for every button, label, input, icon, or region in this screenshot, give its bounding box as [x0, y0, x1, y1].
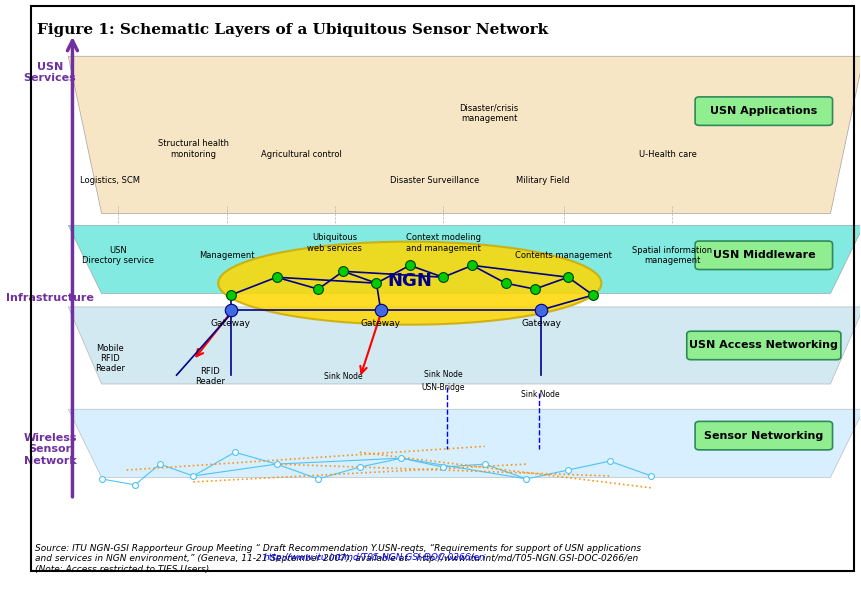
Text: Gateway: Gateway [522, 319, 561, 328]
Text: Contents management: Contents management [516, 251, 612, 260]
Text: USN
Services: USN Services [23, 62, 77, 83]
Point [535, 305, 548, 315]
Point [337, 266, 350, 276]
Point [437, 272, 450, 282]
Point [312, 284, 325, 294]
Point [478, 460, 492, 469]
Point [228, 448, 242, 457]
Polygon shape [68, 307, 861, 384]
Point [403, 260, 417, 270]
Text: USN Access Networking: USN Access Networking [690, 340, 839, 350]
Point [561, 272, 575, 282]
Text: NGN: NGN [387, 272, 432, 290]
Text: Sink Node: Sink Node [521, 390, 560, 399]
Text: USN Applications: USN Applications [710, 106, 817, 116]
FancyBboxPatch shape [687, 331, 841, 360]
Text: Infrastructure: Infrastructure [6, 293, 94, 303]
Point [374, 305, 387, 315]
Ellipse shape [218, 241, 601, 325]
Point [224, 290, 238, 300]
Point [269, 460, 283, 469]
Point [353, 462, 367, 472]
Point [437, 462, 450, 472]
Point [312, 474, 325, 484]
FancyBboxPatch shape [695, 97, 833, 125]
Text: http://www.itu.int/md/T05-NGN.GSI-DOC-0266/en: http://www.itu.int/md/T05-NGN.GSI-DOC-02… [264, 553, 486, 562]
Text: Management: Management [199, 251, 254, 260]
Point [645, 471, 659, 481]
Point [95, 474, 108, 484]
Point [519, 474, 533, 484]
Polygon shape [68, 409, 861, 477]
Point [394, 454, 408, 463]
Text: Gateway: Gateway [211, 319, 251, 328]
Text: Disaster/crisis
management: Disaster/crisis management [459, 104, 518, 123]
Polygon shape [68, 56, 861, 213]
Text: Sensor Networking: Sensor Networking [704, 431, 823, 440]
Text: Context modeling
and management: Context modeling and management [406, 233, 480, 253]
Text: Mobile
RFID
Reader: Mobile RFID Reader [95, 344, 125, 374]
Point [603, 457, 616, 466]
Point [586, 290, 600, 300]
Text: Disaster Surveillance: Disaster Surveillance [390, 176, 480, 185]
Text: Ubiquitous
web services: Ubiquitous web services [307, 233, 362, 253]
Text: Sink Node: Sink Node [324, 372, 362, 381]
Text: Logistics, SCM: Logistics, SCM [80, 176, 140, 185]
Text: U-Health care: U-Health care [639, 150, 697, 159]
Text: Gateway: Gateway [361, 319, 400, 328]
Point [499, 278, 512, 288]
Polygon shape [68, 225, 861, 294]
Text: Agricultural control: Agricultural control [261, 150, 342, 159]
FancyBboxPatch shape [695, 241, 833, 269]
Point [224, 305, 238, 315]
FancyBboxPatch shape [695, 421, 833, 450]
Point [186, 471, 200, 481]
Point [561, 465, 575, 475]
Point [153, 460, 167, 469]
Text: USN Middleware: USN Middleware [713, 250, 815, 260]
Text: USN-Bridge: USN-Bridge [421, 383, 465, 392]
Text: Military Field: Military Field [517, 176, 570, 185]
Point [128, 480, 142, 490]
Text: Structural health
monitoring: Structural health monitoring [158, 139, 229, 159]
Text: Source: ITU NGN-GSI Rapporteur Group Meeting “ Draft Recommendation Y.USN-reqts,: Source: ITU NGN-GSI Rapporteur Group Mee… [35, 544, 641, 574]
Point [269, 272, 283, 282]
Text: Spatial information
management: Spatial information management [632, 246, 712, 265]
Point [466, 260, 480, 270]
Text: Figure 1: Schematic Layers of a Ubiquitous Sensor Network: Figure 1: Schematic Layers of a Ubiquito… [37, 23, 548, 38]
Text: RFID
Reader: RFID Reader [195, 367, 225, 386]
Text: Wireless
Sensor
Network: Wireless Sensor Network [23, 433, 77, 466]
Text: USN
Directory service: USN Directory service [83, 246, 154, 265]
Point [369, 278, 383, 288]
Point [528, 284, 542, 294]
Text: Sink Node: Sink Node [424, 370, 462, 380]
